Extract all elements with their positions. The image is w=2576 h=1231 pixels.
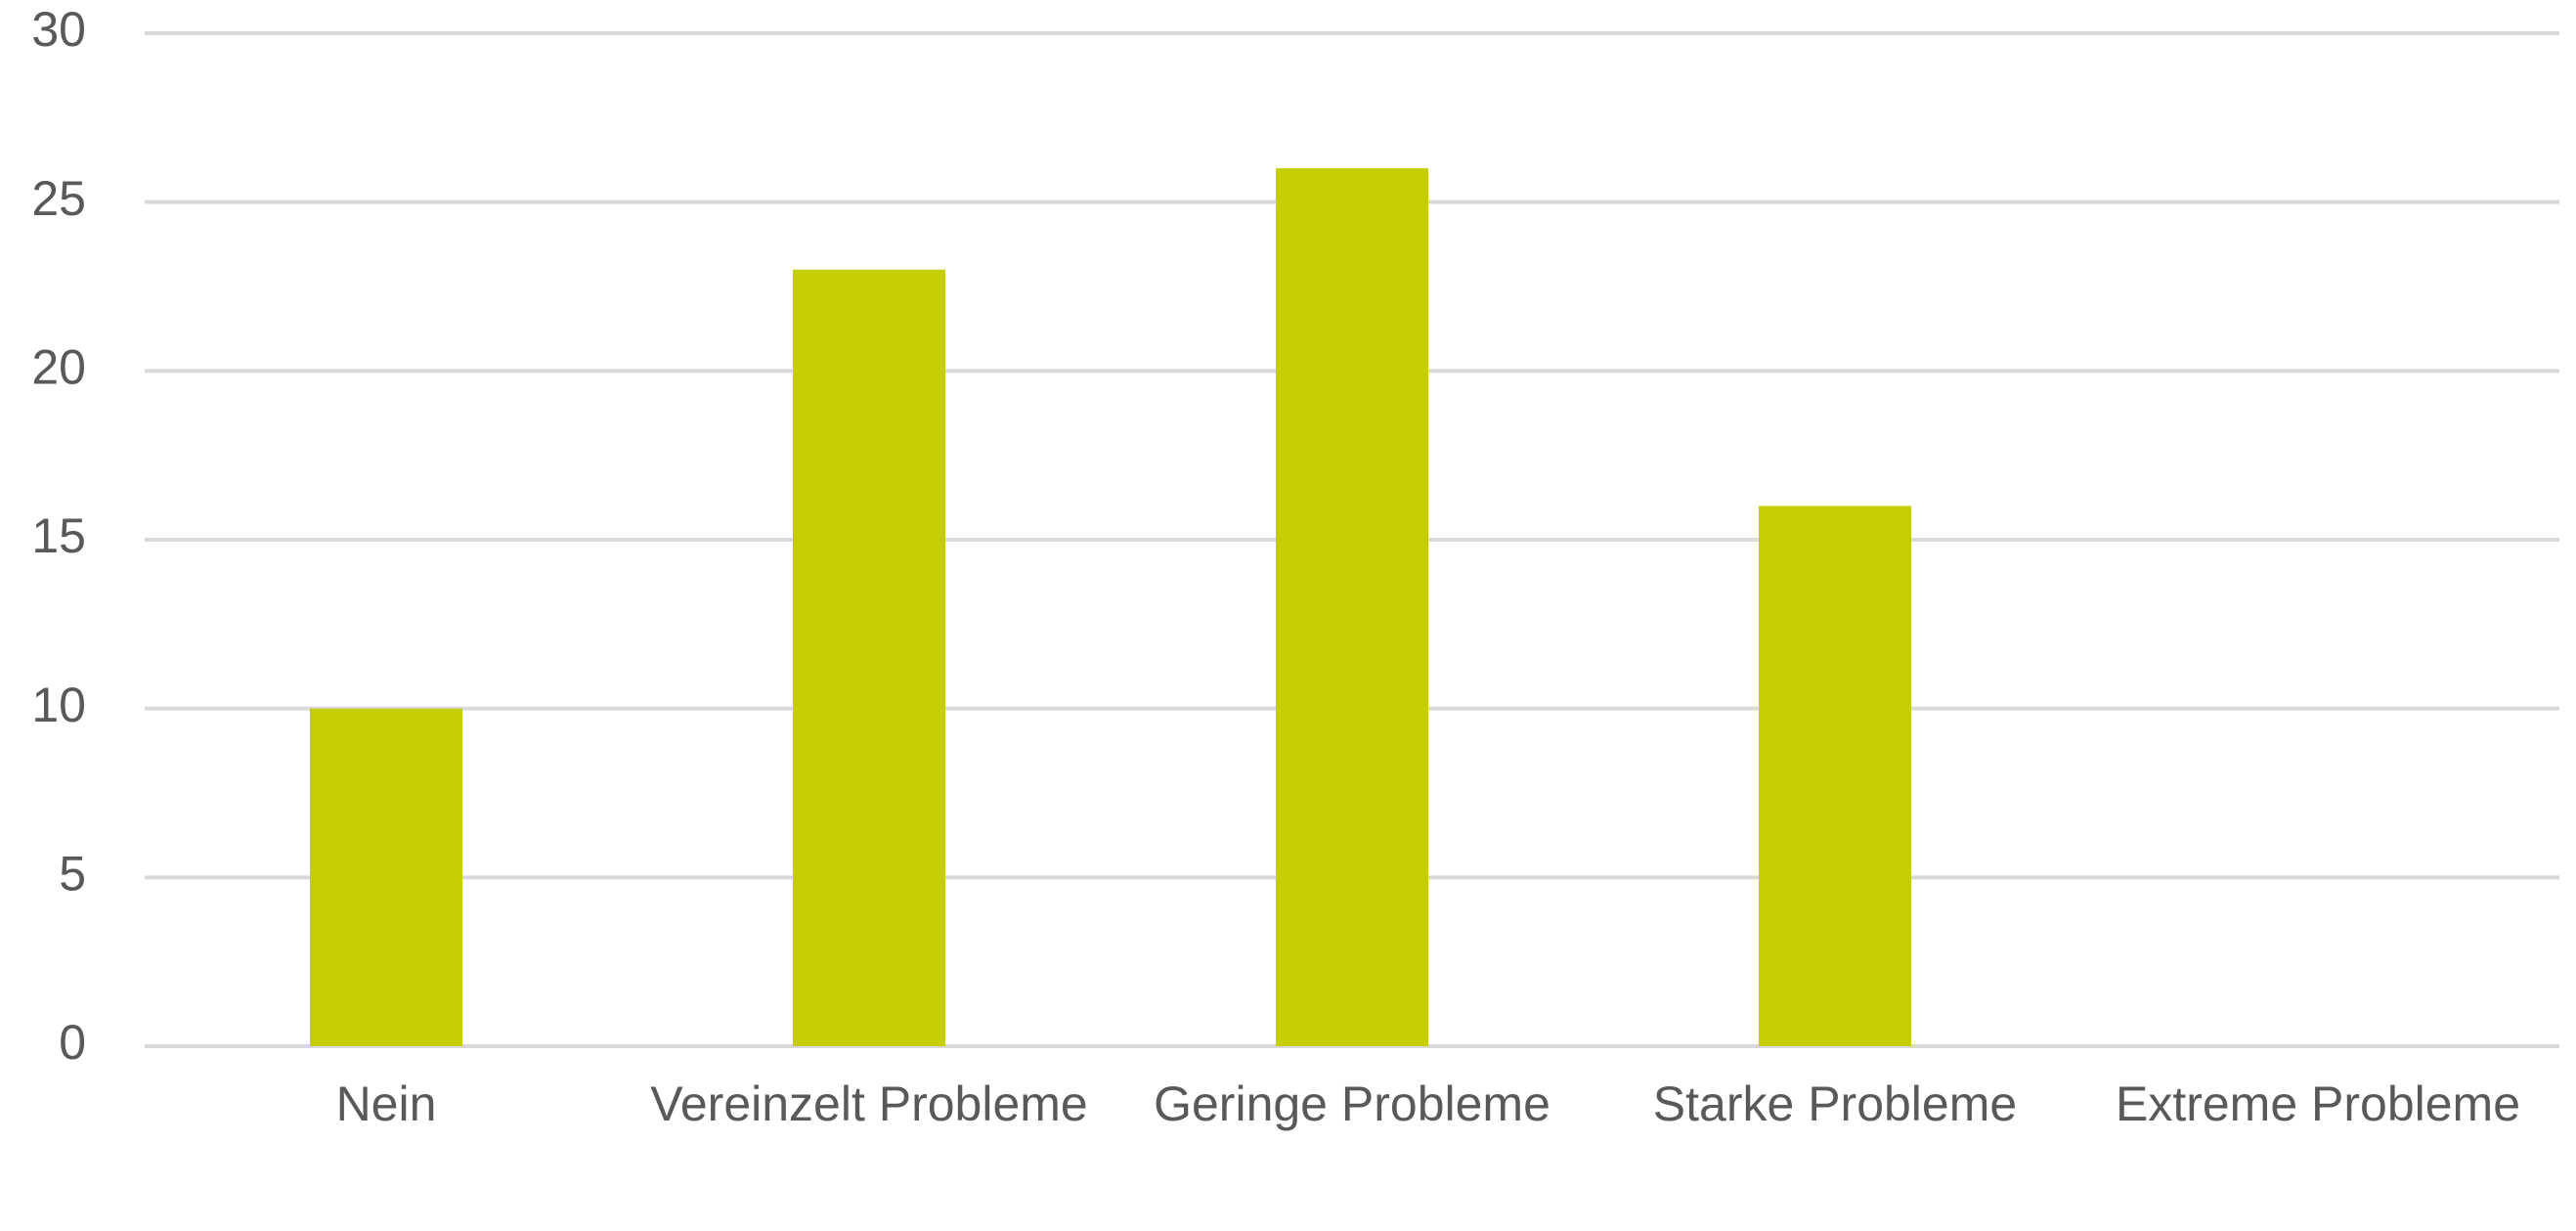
y-tick-label: 10	[31, 678, 86, 732]
x-tick-label: Nein	[335, 1077, 437, 1131]
bar	[1276, 168, 1428, 1047]
x-tick-label: Starke Probleme	[1652, 1077, 2018, 1131]
x-tick-label: Vereinzelt Probleme	[650, 1077, 1088, 1131]
bar	[793, 269, 945, 1046]
y-tick-label: 5	[59, 847, 86, 901]
y-tick-label: 15	[31, 508, 86, 563]
y-tick-label: 25	[31, 171, 86, 226]
x-tick-label: Geringe Probleme	[1154, 1077, 1550, 1131]
bar	[1759, 506, 1911, 1046]
y-tick-label: 20	[31, 340, 86, 395]
x-tick-label: Extreme Probleme	[2115, 1077, 2521, 1131]
bar	[310, 708, 462, 1046]
y-tick-label: 0	[59, 1015, 86, 1070]
y-tick-label: 30	[31, 2, 86, 57]
